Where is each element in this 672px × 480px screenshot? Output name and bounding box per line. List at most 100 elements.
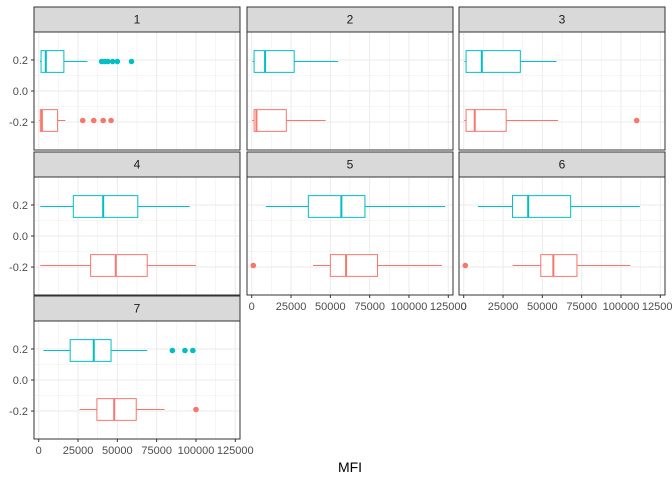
outlier-point [182, 347, 188, 354]
boxplot-salmon [40, 254, 196, 277]
x-tick-label: 100000 [178, 445, 215, 457]
x-tick-label: 125000 [430, 301, 467, 313]
boxplot-teal [40, 195, 190, 218]
boxplot-teal [43, 339, 196, 362]
box-iqr [39, 109, 59, 132]
y-tick-label: -0.2 [9, 406, 28, 418]
boxplot-salmon [79, 398, 199, 421]
box-iqr [465, 109, 507, 132]
boxplot-teal [265, 195, 446, 218]
outlier-point [462, 262, 469, 269]
facet-strip [458, 151, 666, 178]
panel-border [246, 176, 454, 296]
boxplot-teal [39, 50, 135, 73]
box-iqr [540, 254, 578, 277]
y-tick-label: 0.0 [13, 375, 28, 387]
outlier-point [109, 58, 116, 65]
grid-lines [34, 321, 240, 439]
y-axis-row-2: 0.2 0.0 -0.2 [9, 200, 34, 274]
boxplot-salmon [250, 254, 442, 277]
box-iqr [253, 109, 287, 132]
outlier-point [114, 58, 121, 65]
x-tick-label: 0 [36, 445, 42, 457]
x-tick-label: 0 [461, 301, 467, 313]
box-iqr [465, 50, 521, 73]
y-tick-label: -0.2 [9, 117, 28, 129]
facet-panel-3: 3 [458, 6, 666, 151]
box-iqr [40, 50, 65, 73]
box-iqr [72, 195, 139, 218]
facet-strip [33, 6, 241, 33]
x-axis-title: MFI [338, 459, 362, 475]
outlier-point [108, 117, 114, 124]
panel-border [458, 176, 666, 296]
boxplot-salmon [252, 109, 326, 132]
facet-strip-label: 7 [134, 302, 141, 316]
y-tick-label: 0.2 [13, 344, 28, 356]
x-tick-label: 50000 [102, 445, 133, 457]
y-axis-row-1: 0.2 0.0 -0.2 [9, 55, 34, 129]
x-tick-label: 25000 [276, 301, 307, 313]
x-tick-label: 125000 [217, 445, 254, 457]
facet-panel-1: 1 [33, 6, 241, 151]
facet-strip-label: 2 [347, 13, 354, 27]
x-tick-label: 125000 [642, 301, 672, 313]
facet-strip-label: 5 [347, 158, 354, 172]
box-iqr [96, 398, 137, 421]
boxplot-salmon [39, 109, 114, 132]
box-iqr [69, 339, 112, 362]
facet-strip-label: 1 [134, 13, 141, 27]
outlier-point [79, 117, 86, 124]
outlier-point [169, 347, 176, 354]
outlier-point [90, 117, 97, 124]
panel-border [458, 31, 666, 151]
facet-panel-6: 6 [458, 151, 666, 296]
box-iqr [511, 195, 572, 218]
x-tick-label: 25000 [488, 301, 519, 313]
box-iqr [253, 50, 295, 73]
y-tick-label: 0.0 [13, 86, 28, 98]
x-tick-label: 25000 [63, 445, 94, 457]
y-tick-label: 0.2 [13, 55, 28, 67]
x-tick-label: 75000 [141, 445, 172, 457]
box-iqr [307, 195, 366, 218]
boxplot-teal [477, 195, 640, 218]
box-iqr [329, 254, 379, 277]
facet-strip-label: 4 [134, 158, 141, 172]
x-tick-label: 50000 [527, 301, 558, 313]
outlier-point [190, 347, 196, 354]
x-axis-col-1: 0 25000 50000 75000 100000 125000 [36, 439, 254, 457]
panels-layer: 1 2 3 4 5 6 7 [33, 6, 666, 440]
boxplot-salmon [462, 254, 631, 277]
outlier-point [105, 58, 111, 65]
grid-lines [34, 32, 240, 150]
boxplot-salmon [464, 109, 640, 132]
x-tick-label: 100000 [391, 301, 428, 313]
y-tick-label: -0.2 [9, 262, 28, 274]
facet-strip-label: 3 [559, 13, 566, 27]
outlier-point [250, 262, 257, 269]
boxplot-teal [464, 50, 557, 73]
facet-panel-5: 5 [246, 151, 454, 296]
facet-panel-4: 4 [33, 151, 241, 296]
facet-strip [458, 6, 666, 33]
x-tick-label: 50000 [315, 301, 346, 313]
x-tick-label: 75000 [354, 301, 385, 313]
outlier-point [193, 406, 199, 413]
outlier-point [128, 58, 135, 65]
x-tick-label: 100000 [603, 301, 640, 313]
x-axis-col-2: 0 25000 50000 75000 100000 125000 [249, 295, 467, 313]
y-axis-row-3: 0.2 0.0 -0.2 [9, 344, 34, 418]
y-tick-label: 0.0 [13, 231, 28, 243]
facet-strip-label: 6 [559, 158, 566, 172]
y-tick-label: 0.2 [13, 200, 28, 212]
outlier-point [633, 117, 640, 124]
boxplot-teal [252, 50, 339, 73]
panel-border [246, 31, 454, 151]
y-axes-layer: 0.2 0.0 -0.2 0.2 0.0 -0.2 0.2 0.0 -0.2 [9, 55, 34, 418]
facet-panel-2: 2 [246, 6, 454, 151]
box-iqr [90, 254, 148, 277]
